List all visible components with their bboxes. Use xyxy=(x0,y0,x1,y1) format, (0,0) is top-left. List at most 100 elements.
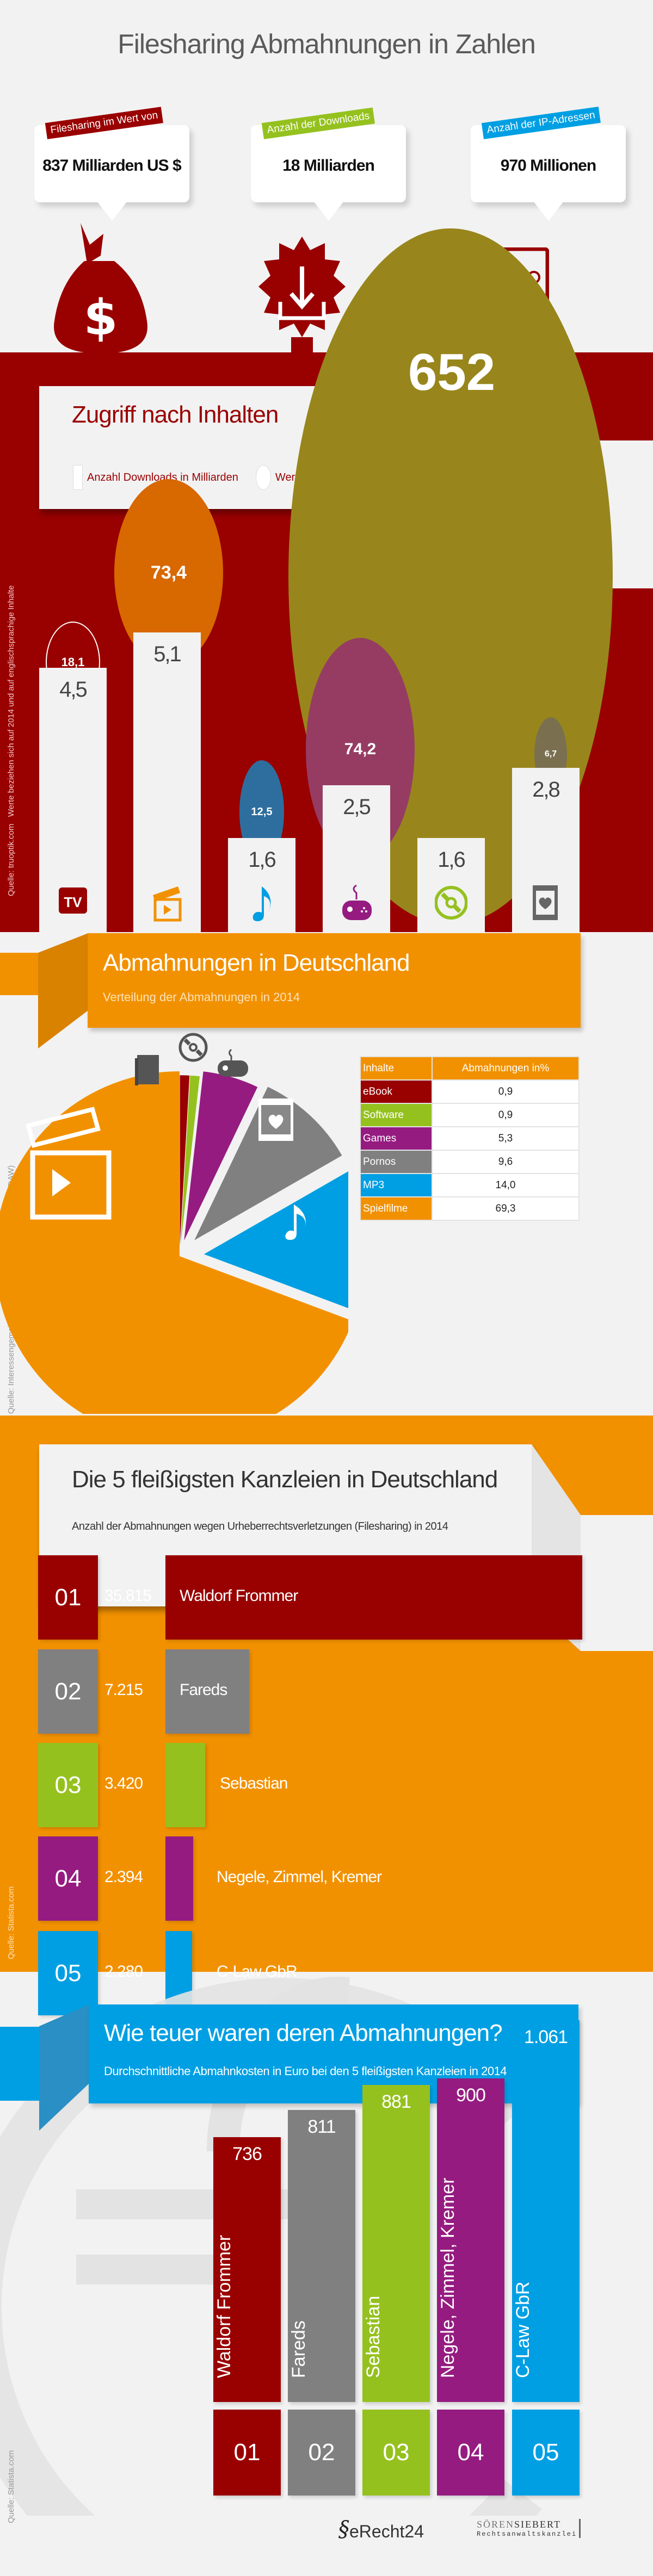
table-cell-category: MP3 xyxy=(360,1173,433,1197)
erecht24-logo: § eRecht24 xyxy=(338,2517,424,2542)
clapperboard-icon xyxy=(153,886,182,922)
svg-text:$: $ xyxy=(84,289,118,346)
music-note-icon xyxy=(285,1205,306,1240)
firm-bar xyxy=(165,1836,193,1921)
page-title: Filesharing Abmahnungen in Zahlen xyxy=(118,29,536,59)
film-heart-icon xyxy=(533,885,558,920)
downloads-bar: 5,1 xyxy=(133,632,201,932)
value-circle-label: 6,7 xyxy=(544,749,557,759)
downloads-bar-label: 2,5 xyxy=(343,795,371,819)
firm-count: 2.280 xyxy=(104,1963,143,1981)
access-section: Zugriff nach Inhalten Anzahl Downloads i… xyxy=(0,228,653,932)
cost-bar: 1.061 C-Law GbR xyxy=(512,2020,580,2402)
downloads-bar-label: 1,6 xyxy=(248,848,276,872)
cost-rank-badge: 03 xyxy=(362,2410,430,2496)
rank-badge: 01 xyxy=(38,1555,98,1640)
access-source: Quelle: truoptik.com Werte beziehen sich… xyxy=(7,585,16,896)
stat-label: Filesharing im Wert von xyxy=(45,107,164,139)
stat-card: Filesharing im Wert von 837 Milliarden US… xyxy=(34,107,189,221)
legend-bar-swatch xyxy=(73,465,83,490)
disc-icon xyxy=(178,1033,208,1062)
pie-slice-games xyxy=(184,1071,258,1241)
pie-slice-pornos xyxy=(194,1087,342,1240)
table-row: Pornos 9,6 xyxy=(360,1150,580,1174)
firm-bar xyxy=(165,1743,205,1827)
firm-bar xyxy=(165,1649,249,1734)
cost-bar: 881 Sebastian xyxy=(362,2085,430,2402)
stat-card: Anzahl der IP-Adressen 970 Millionen xyxy=(471,107,626,221)
table-cell-category: eBook xyxy=(360,1079,433,1104)
tv-icon: TV xyxy=(59,887,87,914)
downloads-bar-label: 4,5 xyxy=(59,678,88,702)
pie-slice-mp3 xyxy=(204,1171,348,1308)
cost-value: 881 xyxy=(381,2091,411,2112)
rank-badge: 03 xyxy=(38,1743,98,1827)
stat-label: Anzahl der Downloads xyxy=(261,107,375,139)
costs-banner: Wie teuer waren deren Abmahnungen? Durch… xyxy=(89,2004,578,2103)
firm-name: Negele, Zimmel, Kremer xyxy=(217,1868,382,1886)
germany-banner: Abmahnungen in Deutschland Verteilung de… xyxy=(88,933,581,1028)
costs-source: Quelle: Statista.com xyxy=(7,2450,16,2523)
firm-bar xyxy=(165,1555,582,1640)
cost-bar: 900 Negele, Zimmel, Kremer xyxy=(437,2078,504,2402)
pie-slice-spielfilme xyxy=(0,1071,348,1414)
table-cell-value: 9,6 xyxy=(432,1150,580,1174)
legend-downloads: Anzahl Downloads in Milliarden xyxy=(87,471,238,483)
table-cell-category: Pornos xyxy=(360,1150,433,1174)
firm-name: C-Law GbR xyxy=(217,1963,298,1981)
cost-value: 900 xyxy=(456,2085,486,2106)
cost-rank-badge: 04 xyxy=(437,2410,504,2496)
cost-firm-name: C-Law GbR xyxy=(513,2281,533,2378)
rank-badge: 05 xyxy=(38,1931,98,2015)
section-title: Wie teuer waren deren Abmahnungen? xyxy=(104,2020,503,2046)
value-circle-label: 73,4 xyxy=(150,562,187,583)
rank-badge: 02 xyxy=(38,1649,98,1734)
firms-source: Quelle: Statista.com xyxy=(7,1886,16,1959)
value-circle-label: 12,5 xyxy=(251,805,273,818)
table-header-category: Inhalte xyxy=(360,1056,433,1081)
table-row: Software 0,9 xyxy=(360,1103,580,1127)
stat-card: Anzahl der Downloads 18 Milliarden xyxy=(251,107,406,221)
firm-name: Waldorf Frommer xyxy=(180,1587,298,1605)
table-cell-value: 69,3 xyxy=(432,1196,580,1221)
erecht24-logo-mark: § xyxy=(338,2517,349,2542)
table-cell-value: 0,9 xyxy=(432,1079,580,1104)
table-row: Games 5,3 xyxy=(360,1126,580,1151)
table-cell-value: 14,0 xyxy=(432,1173,580,1197)
costs-banner-fold xyxy=(39,2004,89,2131)
soeren-siebert-logo: SÖRENSIEBERT Rechtsanwaltskanzlei xyxy=(477,2519,581,2538)
section-title: Abmahnungen in Deutschland xyxy=(103,949,410,976)
cost-firm-name: Fareds xyxy=(288,2320,309,2378)
section-title: Die 5 fleißigsten Kanzleien in Deutschla… xyxy=(72,1466,498,1493)
film-heart-icon xyxy=(258,1098,293,1141)
cost-bar: 736 Waldorf Frommer xyxy=(213,2137,281,2402)
disc-icon xyxy=(435,886,467,920)
table-header-value: Abmahnungen in% xyxy=(432,1056,580,1081)
table-cell-value: 0,9 xyxy=(432,1103,580,1127)
table-row: Spielfilme 69,3 xyxy=(360,1196,580,1221)
pie-slice-software xyxy=(180,1075,200,1246)
pie-chart xyxy=(0,1033,348,1414)
stat-value: 970 Millionen xyxy=(500,157,596,175)
table-row: MP3 14,0 xyxy=(360,1173,580,1197)
section-subtitle: Anzahl der Abmahnungen wegen Urheberrech… xyxy=(72,1520,448,1532)
cost-rank-badge: 01 xyxy=(213,2410,281,2496)
germany-banner-tail xyxy=(0,953,38,995)
stat-label: Anzahl der IP-Adressen xyxy=(481,107,601,139)
cost-rank-badge: 02 xyxy=(288,2410,355,2496)
stat-value: 18 Milliarden xyxy=(282,157,375,175)
germany-banner-fold xyxy=(38,933,88,1048)
gamepad-icon xyxy=(218,1048,248,1077)
legend-circle-swatch xyxy=(255,465,271,490)
downloads-bar-label: 5,1 xyxy=(153,642,182,666)
value-circle: 18,1 xyxy=(46,622,100,703)
value-circle-label: 74,2 xyxy=(344,740,377,758)
cost-value: 736 xyxy=(232,2144,262,2164)
firm-count: 2.394 xyxy=(104,1868,143,1886)
value-circle: 73,4 xyxy=(114,479,223,666)
cost-firm-name: Negele, Zimmel, Kremer xyxy=(438,2177,458,2378)
music-note-icon xyxy=(252,886,271,921)
table-cell-category: Games xyxy=(360,1126,433,1151)
svg-text:TV: TV xyxy=(64,894,82,910)
cost-firm-name: Waldorf Frommer xyxy=(214,2234,235,2378)
